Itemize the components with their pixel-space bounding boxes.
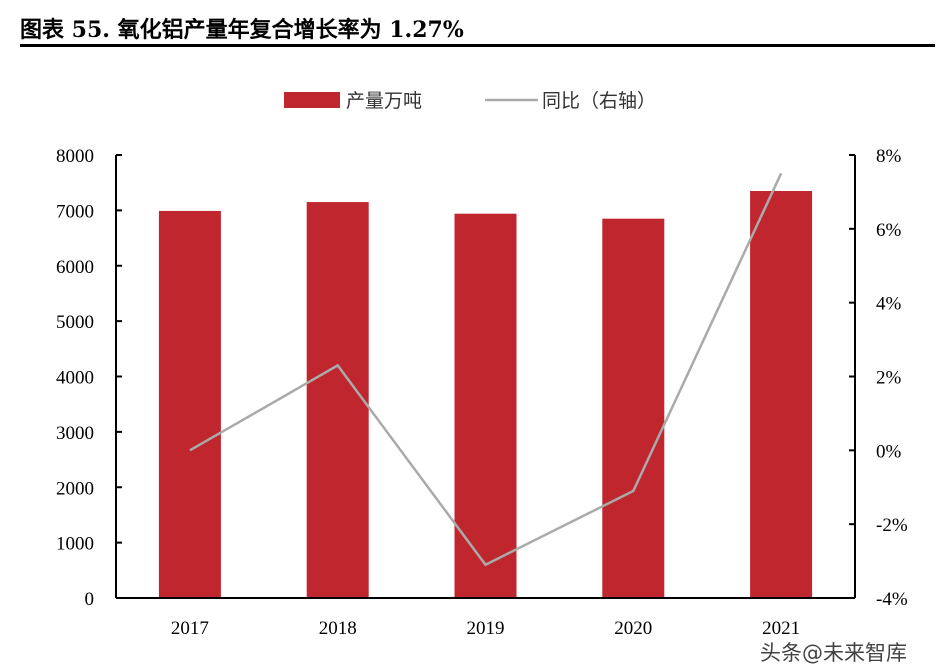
bar-2018 [306, 202, 369, 598]
left-tick-label: 5000 [56, 312, 94, 333]
x-tick-label: 2021 [762, 618, 800, 639]
legend-label-line: 同比（右轴） [542, 90, 656, 112]
bar-2019 [454, 213, 517, 598]
right-tick-label: -2% [876, 515, 908, 536]
bar-2021 [750, 190, 813, 598]
bar-2017 [158, 210, 221, 598]
title-divider [20, 44, 935, 47]
x-tick-label: 2018 [319, 618, 357, 639]
right-tick-label: 6% [876, 220, 902, 241]
left-tick-label: 2000 [56, 478, 94, 499]
x-tick-label: 2020 [614, 618, 652, 639]
legend-swatch-bar [284, 92, 340, 108]
bar-2020 [602, 218, 665, 598]
left-tick-label: 6000 [56, 257, 94, 278]
left-tick-label: 8000 [56, 146, 94, 167]
left-tick-label: 0 [85, 589, 95, 610]
right-tick-label: 2% [876, 368, 902, 389]
left-tick-label: 1000 [56, 534, 94, 555]
right-tick-label: 8% [876, 146, 902, 167]
left-tick-label: 3000 [56, 423, 94, 444]
chart-title: 图表 55. 氧化铝产量年复合增长率为 1.27% [20, 17, 464, 43]
left-tick-label: 4000 [56, 368, 94, 389]
legend-label-bar: 产量万吨 [346, 90, 422, 112]
right-tick-label: -4% [876, 589, 908, 610]
x-tick-label: 2019 [467, 618, 505, 639]
left-tick-label: 7000 [56, 201, 94, 222]
right-tick-label: 0% [876, 441, 902, 462]
right-tick-label: 4% [876, 294, 902, 315]
x-tick-label: 2017 [171, 618, 209, 639]
watermark: 头条@未来智库 [760, 641, 907, 665]
